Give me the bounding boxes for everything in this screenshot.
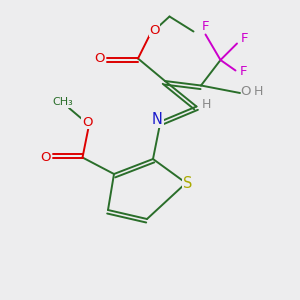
Text: F: F	[240, 65, 248, 79]
Text: H: H	[201, 98, 211, 112]
Text: O: O	[82, 116, 92, 129]
Text: O: O	[149, 23, 160, 37]
Text: F: F	[241, 32, 248, 46]
Text: F: F	[202, 20, 209, 34]
Text: O: O	[241, 85, 251, 98]
Text: N: N	[152, 112, 163, 128]
Text: CH₃: CH₃	[52, 97, 74, 107]
Text: O: O	[95, 52, 105, 65]
Text: O: O	[41, 151, 51, 164]
Text: H: H	[254, 85, 263, 98]
Text: S: S	[183, 176, 192, 190]
